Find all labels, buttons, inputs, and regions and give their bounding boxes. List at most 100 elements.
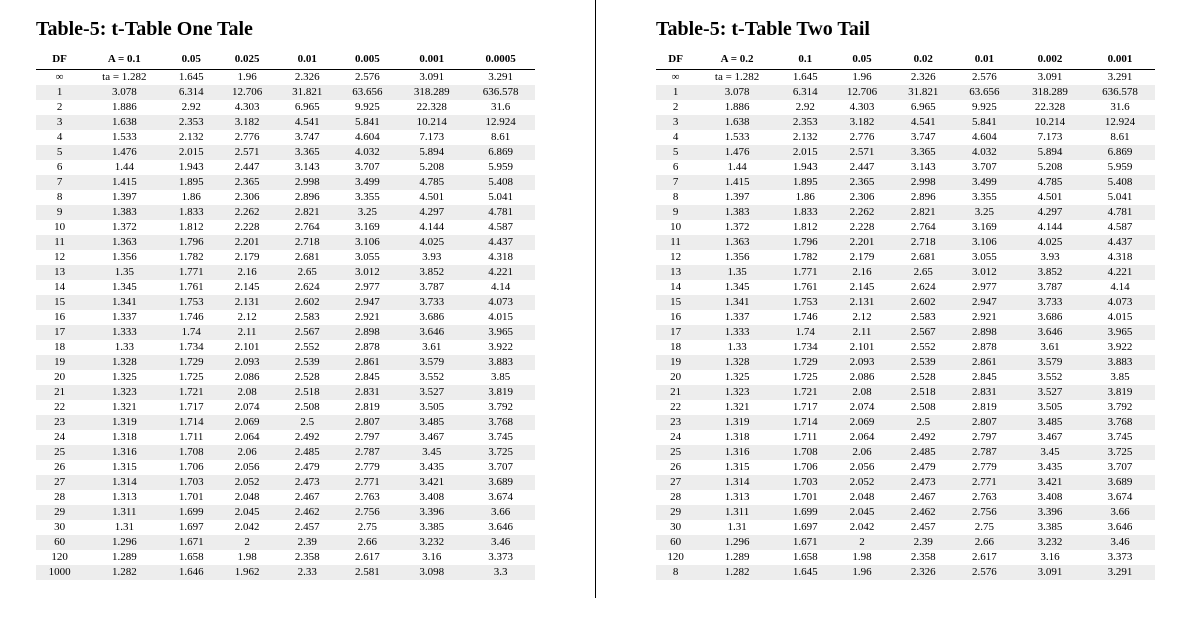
table-cell: 2.921 <box>337 310 397 325</box>
table-cell: 3.106 <box>954 235 1015 250</box>
table-cell: 3.169 <box>337 220 397 235</box>
table-cell: 2.508 <box>893 400 954 415</box>
table-row: 91.3831.8332.2622.8213.254.2974.781 <box>36 205 535 220</box>
table-cell: 2 <box>217 535 277 550</box>
table-cell: 3.787 <box>397 280 466 295</box>
table-cell: 8 <box>656 565 695 580</box>
table-cell: 2.08 <box>831 385 892 400</box>
table-row: 71.4151.8952.3652.9983.4994.7855.408 <box>36 175 535 190</box>
table-cell: 5.208 <box>397 160 466 175</box>
table-cell: 2.65 <box>893 265 954 280</box>
table-cell: 3.883 <box>466 355 535 370</box>
table-row: 1201.2891.6581.982.3582.6173.163.373 <box>656 550 1155 565</box>
table-cell: 3.078 <box>695 85 779 100</box>
table-cell: 1.325 <box>83 370 165 385</box>
table-cell: 3.61 <box>397 340 466 355</box>
table-cell: 1.746 <box>779 310 831 325</box>
table-cell: 2.681 <box>277 250 337 265</box>
table-row: ∞ta = 1.2821.6451.962.3262.5763.0913.291 <box>656 69 1155 85</box>
table-cell: 3.725 <box>1085 445 1155 460</box>
right-col-header: 0.02 <box>893 51 954 69</box>
table-cell: 2.718 <box>893 235 954 250</box>
table-cell: 2.66 <box>954 535 1015 550</box>
table-cell: 3.435 <box>397 460 466 475</box>
table-cell: 2.132 <box>166 130 217 145</box>
table-cell: 2.845 <box>337 370 397 385</box>
table-cell: 2.764 <box>277 220 337 235</box>
table-cell: 2.518 <box>893 385 954 400</box>
table-cell: 2.861 <box>337 355 397 370</box>
table-cell: 8 <box>656 190 695 205</box>
table-cell: 29 <box>36 505 83 520</box>
table-cell: 2.571 <box>831 145 892 160</box>
table-cell: 4.541 <box>277 115 337 130</box>
table-row: 191.3281.7292.0932.5392.8613.5793.883 <box>36 355 535 370</box>
right-panel: Table-5: t-Table Two Tail DFA = 0.20.10.… <box>656 18 1155 580</box>
table-cell: 2.821 <box>893 205 954 220</box>
table-cell: 3.143 <box>893 160 954 175</box>
table-cell: 7 <box>36 175 83 190</box>
table-cell: 3.232 <box>1015 535 1085 550</box>
table-cell: 1.33 <box>83 340 165 355</box>
table-row: 171.3331.742.112.5672.8983.6463.965 <box>656 325 1155 340</box>
table-cell: 5.408 <box>466 175 535 190</box>
left-col-header: A = 0.1 <box>83 51 165 69</box>
table-cell: 3.182 <box>217 115 277 130</box>
left-col-header: DF <box>36 51 83 69</box>
table-cell: 1.697 <box>166 520 217 535</box>
table-cell: 1.296 <box>695 535 779 550</box>
table-cell: 25 <box>656 445 695 460</box>
table-cell: 3.674 <box>1085 490 1155 505</box>
table-row: 251.3161.7082.062.4852.7873.453.725 <box>36 445 535 460</box>
table-cell: 5.041 <box>1085 190 1155 205</box>
table-cell: 1.895 <box>779 175 831 190</box>
table-cell: 3.385 <box>397 520 466 535</box>
table-cell: 2.779 <box>337 460 397 475</box>
table-cell: 2.353 <box>779 115 831 130</box>
table-cell: 3.055 <box>954 250 1015 265</box>
table-cell: 12.924 <box>1085 115 1155 130</box>
table-cell: 1.289 <box>83 550 165 565</box>
table-cell: 2.16 <box>831 265 892 280</box>
table-cell: 17 <box>656 325 695 340</box>
table-cell: 1.289 <box>695 550 779 565</box>
table-cell: 2.101 <box>217 340 277 355</box>
table-row: 21.8862.924.3036.9659.92522.32831.6 <box>36 100 535 115</box>
table-cell: 2.132 <box>779 130 831 145</box>
table-cell: 1.31 <box>83 520 165 535</box>
table-cell: 1.533 <box>83 130 165 145</box>
table-cell: 3.46 <box>466 535 535 550</box>
table-cell: 1.476 <box>83 145 165 160</box>
table-cell: 1.833 <box>779 205 831 220</box>
table-cell: 3.747 <box>277 130 337 145</box>
table-cell: 4.501 <box>397 190 466 205</box>
table-cell: 1.397 <box>695 190 779 205</box>
table-cell: 9.925 <box>954 100 1015 115</box>
table-cell: 2.473 <box>277 475 337 490</box>
table-row: 81.3971.862.3062.8963.3554.5015.041 <box>36 190 535 205</box>
table-cell: 16 <box>656 310 695 325</box>
table-cell: 5.841 <box>337 115 397 130</box>
table-cell: 3.385 <box>1015 520 1085 535</box>
table-cell: 5.208 <box>1015 160 1085 175</box>
table-cell: 1.833 <box>166 205 217 220</box>
table-cell: 2.365 <box>831 175 892 190</box>
table-cell: 2.624 <box>277 280 337 295</box>
table-row: 291.3111.6992.0452.4622.7563.3963.66 <box>36 505 535 520</box>
table-cell: 3.686 <box>397 310 466 325</box>
table-cell: 1.363 <box>695 235 779 250</box>
table-cell: 3.922 <box>1085 340 1155 355</box>
table-cell: 11 <box>656 235 695 250</box>
table-row: 151.3411.7532.1312.6022.9473.7334.073 <box>36 295 535 310</box>
table-cell: 1.746 <box>166 310 217 325</box>
table-cell: 1.796 <box>779 235 831 250</box>
table-cell: 12.706 <box>217 85 277 100</box>
table-cell: 2.473 <box>893 475 954 490</box>
table-cell: 8.61 <box>466 130 535 145</box>
table-cell: 5.894 <box>1015 145 1085 160</box>
table-row: 101.3721.8122.2282.7643.1694.1444.587 <box>36 220 535 235</box>
table-cell: 7.173 <box>397 130 466 145</box>
table-cell: 2.064 <box>831 430 892 445</box>
table-cell: 2.045 <box>831 505 892 520</box>
table-cell: 22 <box>36 400 83 415</box>
